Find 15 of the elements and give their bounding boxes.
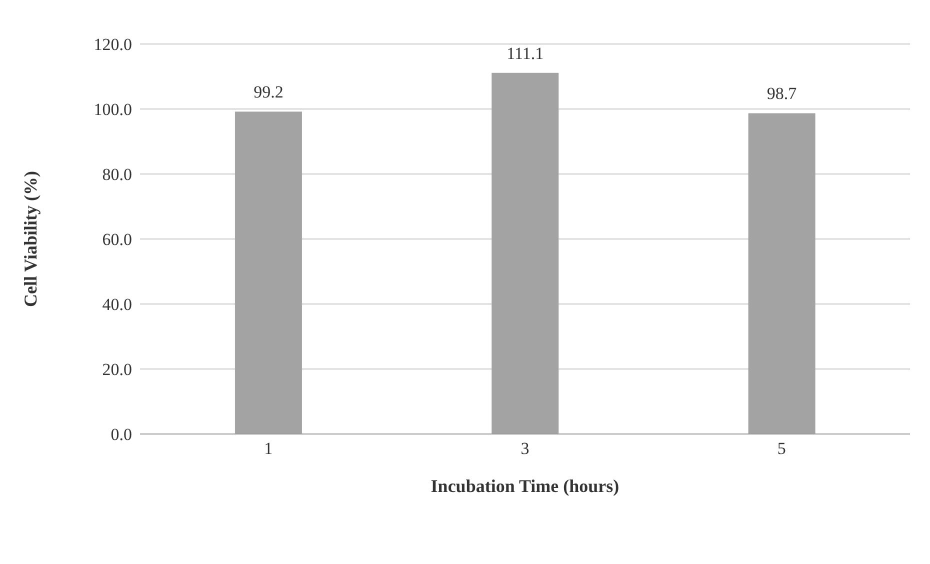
x-tick-label: 3 [520,439,530,458]
x-tick-label: 1 [264,439,273,458]
x-tick-label: 5 [777,439,786,458]
y-tick-label: 0.0 [110,425,132,444]
y-tick-label: 120.0 [94,35,132,54]
data-label: 99.2 [254,82,284,102]
data-label: 111.1 [506,44,544,63]
data-label: 98.7 [766,84,798,104]
y-tick-label: 80.0 [102,165,132,184]
y-axis-title: Cell Viability (%) [20,171,40,307]
y-tick-label: 100.0 [94,100,132,120]
y-tick-label: 40.0 [102,295,132,314]
x-axis-title: Incubation Time (hours) [430,476,620,496]
y-tick-label: 60.0 [102,230,132,250]
y-tick-label: 20.0 [102,360,132,380]
